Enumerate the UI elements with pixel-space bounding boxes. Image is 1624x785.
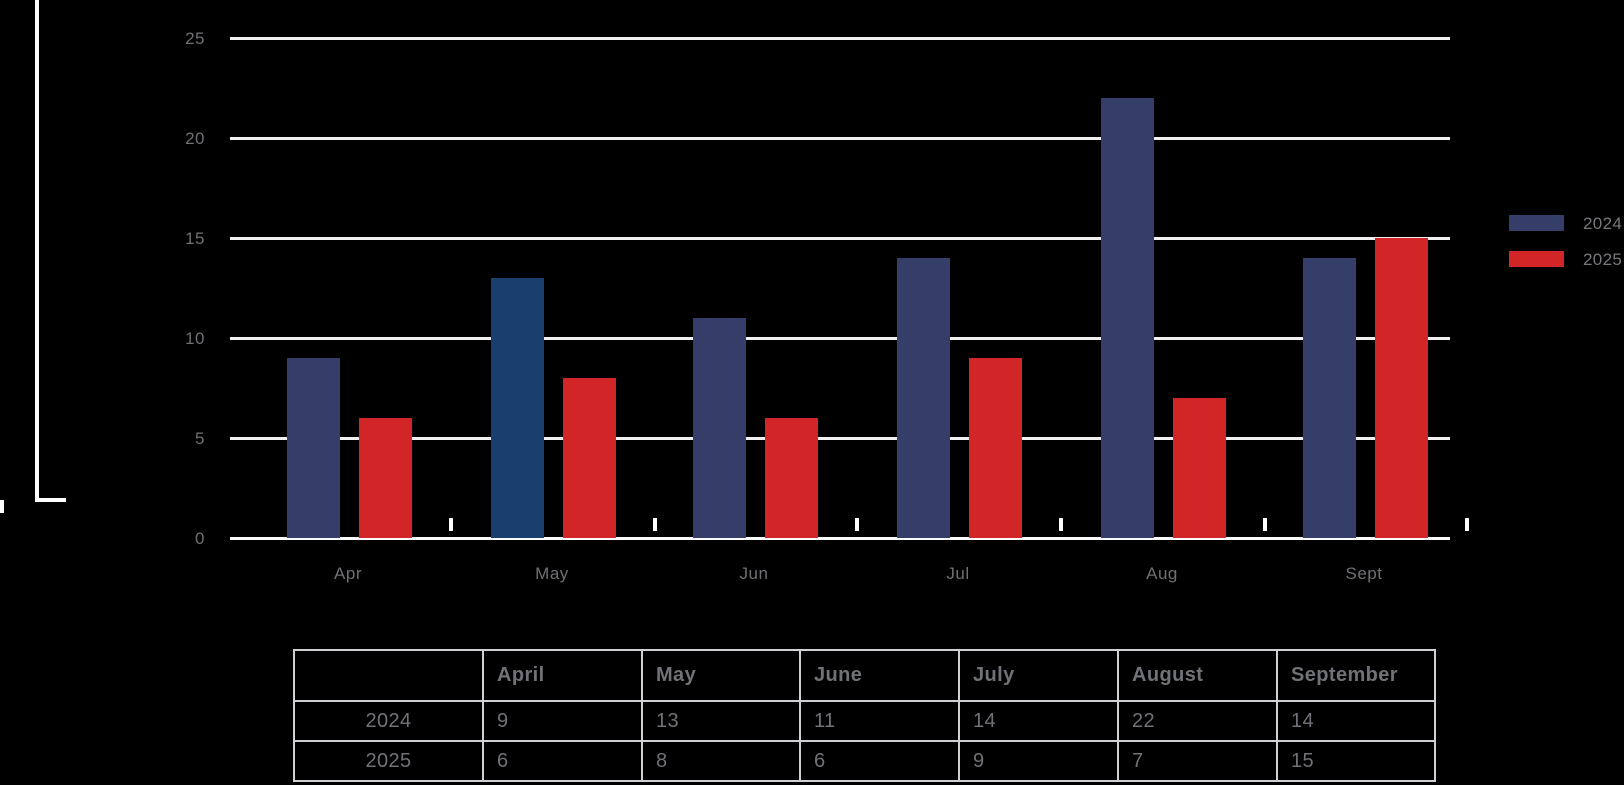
cell-2024-May: 13 (641, 700, 801, 742)
table-header-April: April (482, 649, 643, 702)
y-tick-label-5: 5 (195, 429, 205, 448)
cell-2025-June: 6 (799, 740, 960, 782)
cell-2025-May: 8 (641, 740, 801, 782)
x-label-May: May (535, 564, 569, 583)
bar-2025-Jul (969, 358, 1022, 538)
cell-2024-June: 11 (799, 700, 960, 742)
cell-2025-September: 15 (1276, 740, 1436, 782)
bar-2025-Jun (765, 418, 818, 538)
bar-2025-Aug (1173, 398, 1226, 538)
bar-2024-Jul (897, 258, 950, 538)
y-tick-label-10: 10 (185, 329, 205, 348)
table-header-August: August (1117, 649, 1278, 702)
legend-label-2025: 2025 (1583, 250, 1623, 269)
table-header-row: April May June July August September (293, 649, 1436, 702)
gridline-15 (230, 237, 1450, 240)
x-label-Jun: Jun (739, 564, 769, 583)
legend-swatch-2024 (1509, 215, 1564, 231)
group-tick-Jul (1059, 518, 1063, 531)
gridline-10 (230, 337, 1450, 340)
bar-2024-May (491, 278, 544, 538)
bar-2025-May (563, 378, 616, 538)
gridline-25 (230, 37, 1450, 40)
x-label-Aug: Aug (1146, 564, 1178, 583)
table-header-July: July (958, 649, 1119, 702)
cell-2025-August: 7 (1117, 740, 1278, 782)
group-tick-Sept (1465, 518, 1469, 531)
group-tick-Apr (449, 518, 453, 531)
bar-2024-Apr (287, 358, 340, 538)
cell-2024-September: 14 (1276, 700, 1436, 742)
table-header-empty (293, 649, 484, 702)
bar-2025-Sept (1375, 238, 1428, 538)
gridline-20 (230, 137, 1450, 140)
cell-2024-July: 14 (958, 700, 1119, 742)
y-tick-label-25: 25 (185, 29, 205, 48)
grouped-bar-chart: 0 5 10 15 20 25 Apr May Jun Jul Aug Sept 2024 2025 (185, 29, 1623, 583)
data-table: April May June July August September 2024 9 13 11… (293, 649, 1436, 782)
x-label-Apr: Apr (334, 564, 362, 583)
group-tick-Aug (1263, 518, 1267, 531)
y-tick-label-20: 20 (185, 129, 205, 148)
bar-2024-Jun (693, 318, 746, 538)
cell-2025-July: 9 (958, 740, 1119, 782)
cell-2024-August: 22 (1117, 700, 1278, 742)
corner-bracket-vertical (35, 0, 39, 502)
table-row-2025: 2025 6 8 6 9 7 15 (293, 740, 1436, 782)
group-tick-Jun (855, 518, 859, 531)
gridline-0 (230, 537, 1450, 540)
gridline-5 (230, 437, 1450, 440)
x-label-Jul: Jul (946, 564, 970, 583)
y-tick-label-0: 0 (195, 529, 205, 548)
x-label-Sept: Sept (1345, 564, 1383, 583)
corner-bracket-horizontal (35, 498, 66, 502)
left-edge-tick (0, 500, 4, 513)
group-tick-May (653, 518, 657, 531)
legend-label-2024: 2024 (1583, 214, 1623, 233)
row-label-2025: 2025 (293, 740, 484, 782)
table-header-May: May (641, 649, 801, 702)
table-header-June: June (799, 649, 960, 702)
legend-swatch-2025 (1509, 251, 1564, 267)
bar-2025-Apr (359, 418, 412, 538)
table-header-September: September (1276, 649, 1436, 702)
cell-2024-April: 9 (482, 700, 643, 742)
bar-2024-Aug (1101, 98, 1154, 538)
table-row-2024: 2024 9 13 11 14 22 14 (293, 700, 1436, 742)
cell-2025-April: 6 (482, 740, 643, 782)
bar-2024-Sept (1303, 258, 1356, 538)
row-label-2024: 2024 (293, 700, 484, 742)
y-tick-label-15: 15 (185, 229, 205, 248)
